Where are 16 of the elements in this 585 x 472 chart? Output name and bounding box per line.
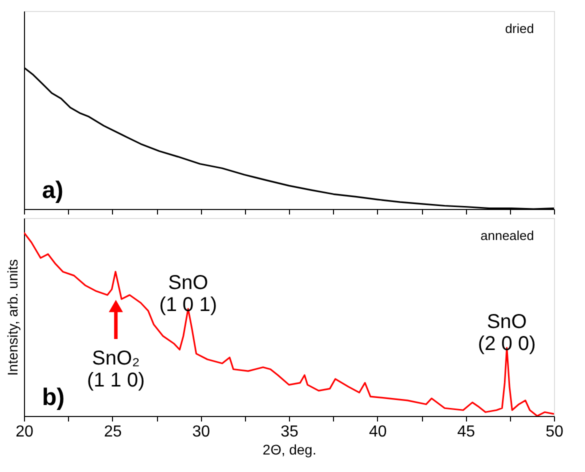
- x-tick-label: 50: [546, 424, 564, 440]
- x-tick-label: 40: [368, 424, 387, 440]
- annotation: SnO₂ (1 1 0): [86, 348, 145, 392]
- x-tick-label: 20: [16, 424, 34, 440]
- y-axis-title: Intensity, arb. units: [4, 259, 20, 376]
- annotation: b): [42, 384, 65, 411]
- x-tick-label: 45: [457, 424, 476, 440]
- x-axis-title: 2Θ, deg.: [262, 442, 316, 458]
- x-tick-label: 25: [104, 424, 122, 440]
- x-tick-label: 30: [192, 424, 210, 440]
- x-tick-label: 35: [280, 424, 298, 440]
- annotation: SnO (1 0 1): [159, 272, 218, 316]
- annotation: annealed: [480, 228, 534, 243]
- text: dried: [505, 21, 534, 36]
- annotation: SnO (2 0 0): [478, 310, 536, 355]
- annotation: a): [42, 177, 64, 204]
